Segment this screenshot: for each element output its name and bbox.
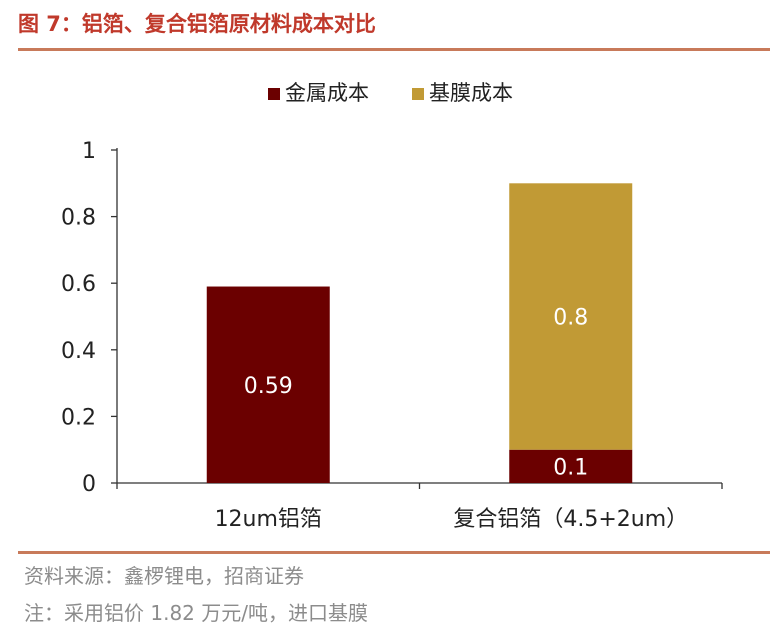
legend-label-0: 金属成本 [285, 81, 369, 105]
data-label-0-1: 0.1 [553, 455, 588, 480]
legend-swatch-0 [268, 88, 280, 100]
source-text: 资料来源：鑫椤锂电，招商证券 [24, 564, 304, 588]
y-tick-label: 0.4 [61, 339, 96, 364]
stacked-bar-chart: 金属成本 基膜成本 0 0.2 0.4 0.6 0.8 1 0.59 12um铝箔 0.1 0.8 复合… [61, 81, 723, 532]
footer-divider [18, 551, 770, 554]
bar-0-0 [206, 286, 330, 483]
y-tick-label: 1 [82, 139, 96, 164]
bar-0-1 [509, 449, 633, 483]
y-tick-label: 0.8 [61, 206, 96, 231]
data-label-0-0: 0.59 [244, 374, 293, 399]
legend-swatch-1 [412, 88, 424, 100]
note-text: 注：采用铝价 1.82 万元/吨，进口基膜 [24, 601, 368, 625]
y-tick-label: 0.2 [61, 405, 96, 430]
y-tick-label: 0.6 [61, 272, 96, 297]
y-tick-label: 0 [82, 472, 96, 497]
data-label-1-1: 0.8 [553, 306, 588, 331]
x-category-label-1: 复合铝箔（4.5+2um） [453, 507, 688, 532]
figure-title: 图 7：铝箔、复合铝箔原材料成本对比 [18, 12, 376, 36]
bar-1-1 [509, 183, 633, 450]
legend-label-1: 基膜成本 [429, 81, 513, 105]
title-divider [18, 48, 770, 51]
x-category-label-0: 12um铝箔 [215, 507, 322, 532]
